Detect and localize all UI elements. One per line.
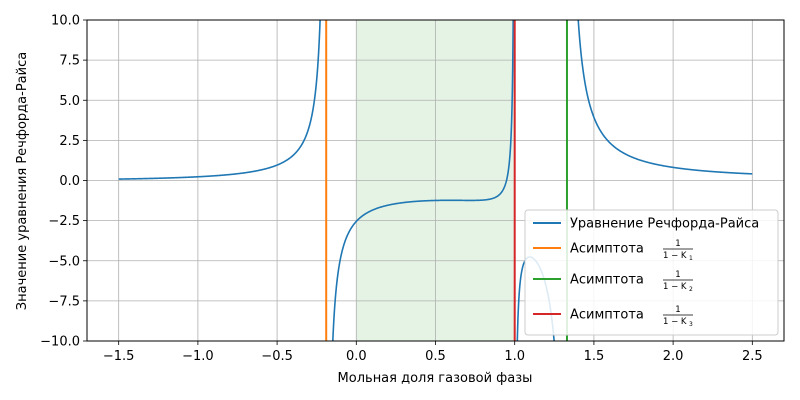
y-tick-label: 7.5 xyxy=(59,54,80,69)
x-tick-label: 0.0 xyxy=(346,349,367,364)
x-tick-label: 2.5 xyxy=(742,349,763,364)
y-tick-label: 5.0 xyxy=(59,94,80,109)
y-axis-label: Значение уравнения Речфорда-Райса xyxy=(15,52,30,310)
x-tick-label: −0.5 xyxy=(261,349,293,364)
rachford-rice-curve-segment xyxy=(332,20,514,341)
legend-label-4: Асимптота xyxy=(570,308,644,323)
y-tick-label: −10.0 xyxy=(40,335,80,350)
y-tick-label: 0.0 xyxy=(59,174,80,189)
y-tick-label: −2.5 xyxy=(48,214,80,229)
x-tick-label: 2.0 xyxy=(663,349,684,364)
legend-frac-subscript: 2 xyxy=(689,286,693,293)
legend-frac-numerator: 1 xyxy=(675,270,680,280)
x-axis-label: Мольная доля газовой фазы xyxy=(338,371,533,386)
legend-frac-denominator: 1 − K xyxy=(663,282,687,292)
x-tick-label: 1.0 xyxy=(504,349,525,364)
x-tick-label: 0.5 xyxy=(425,349,446,364)
y-tick-label: −7.5 xyxy=(48,294,80,309)
x-tick-label: 1.5 xyxy=(584,349,605,364)
legend-label-1: Уравнение Речфорда-Райса xyxy=(570,217,759,232)
y-tick-label: −5.0 xyxy=(48,254,80,269)
legend-frac-numerator: 1 xyxy=(675,305,680,315)
rachford-rice-curve-segment xyxy=(118,20,321,180)
x-tick-label: −1.0 xyxy=(182,349,214,364)
legend-label-2: Асимптота xyxy=(570,242,644,257)
rachford-rice-curve-segment xyxy=(577,20,753,175)
legend-frac-subscript: 1 xyxy=(689,255,693,262)
x-tick-label: −1.5 xyxy=(103,349,135,364)
legend-frac-numerator: 1 xyxy=(675,239,680,249)
legend-frac-subscript: 3 xyxy=(689,321,693,328)
legend-frac-denominator: 1 − K xyxy=(663,317,687,327)
y-tick-label: 10.0 xyxy=(51,14,80,29)
legend-box xyxy=(524,209,779,336)
legend-frac-denominator: 1 − K xyxy=(663,251,687,261)
legend-label-3: Асимптота xyxy=(570,273,644,288)
y-tick-label: 2.5 xyxy=(59,134,80,149)
